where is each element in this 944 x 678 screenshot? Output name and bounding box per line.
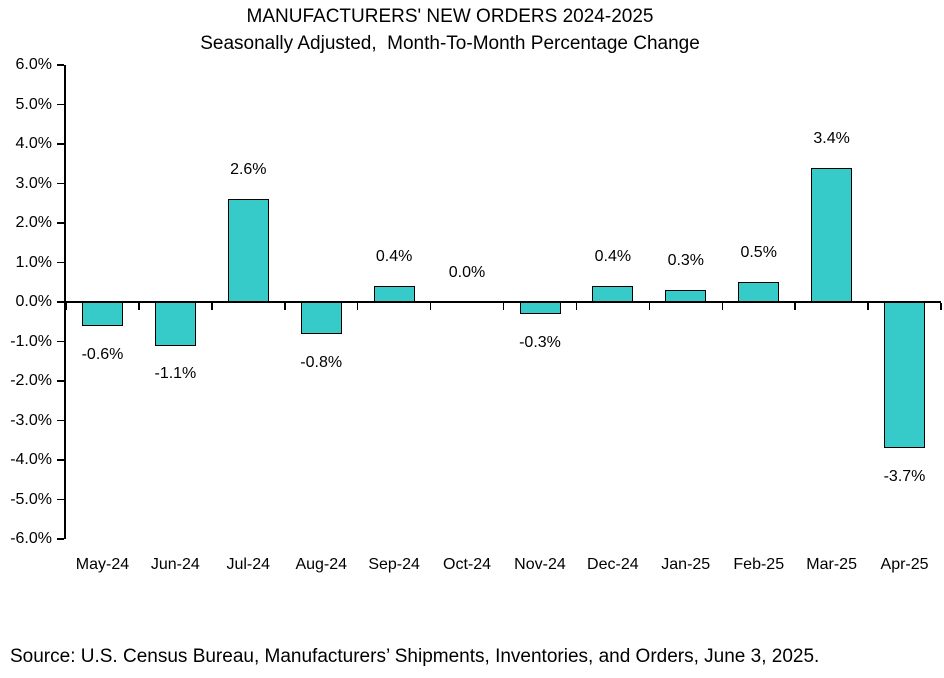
- x-axis-line: [64, 301, 941, 303]
- x-axis-tick: [284, 303, 286, 310]
- bar: [592, 286, 634, 302]
- chart-title: MANUFACTURERS' NEW ORDERS 2024-2025: [246, 6, 654, 27]
- x-axis-category-label: Aug-24: [295, 556, 348, 573]
- y-axis-tick-label: 0.0%: [15, 293, 52, 310]
- x-axis-category-label: Mar-25: [806, 556, 857, 573]
- bar: [373, 286, 415, 302]
- bar-value-label: 0.3%: [667, 252, 705, 270]
- bar: [738, 282, 780, 303]
- bar-value-label: -0.3%: [519, 333, 561, 351]
- y-axis-tick-label: 5.0%: [15, 95, 52, 113]
- y-axis-tick: [57, 459, 64, 461]
- y-axis-tick-label: 1.0%: [15, 253, 52, 271]
- x-axis-category-label: Nov-24: [514, 556, 566, 573]
- x-axis-tick: [138, 303, 140, 310]
- bar: [300, 302, 342, 334]
- y-axis-tick: [57, 538, 64, 540]
- x-axis-tick: [721, 303, 723, 310]
- x-axis-tick: [940, 303, 942, 310]
- y-axis-tick-label: 6.0%: [15, 56, 52, 73]
- bar-value-label: 0.4%: [594, 248, 632, 266]
- bar-value-label: -0.8%: [300, 353, 343, 371]
- y-axis-tick: [57, 222, 64, 224]
- y-axis-tick: [57, 103, 64, 106]
- y-axis-tick: [57, 261, 64, 264]
- x-axis-tick: [648, 303, 651, 310]
- x-axis-category-label: Feb-25: [733, 556, 785, 573]
- y-axis-tick-label: -4.0%: [10, 451, 52, 468]
- y-axis-tick: [57, 143, 64, 145]
- x-axis-tick: [575, 303, 578, 310]
- bar-value-label: -1.1%: [154, 365, 197, 383]
- x-axis-category-label: Jan-25: [661, 556, 711, 573]
- y-axis-tick: [57, 419, 64, 422]
- y-axis-tick: [57, 301, 64, 303]
- y-axis-tick-label: 2.0%: [15, 214, 52, 231]
- y-axis-tick: [57, 182, 64, 185]
- x-axis-tick: [794, 303, 796, 310]
- y-axis-tick: [57, 64, 64, 66]
- x-axis-category-label: Sep-24: [368, 556, 420, 573]
- y-axis-tick-label: -1.0%: [10, 332, 52, 350]
- bar: [154, 302, 196, 346]
- bar: [884, 302, 925, 449]
- bar-value-label: 0.4%: [375, 248, 413, 266]
- bar: [811, 167, 853, 302]
- x-axis-tick: [429, 303, 432, 310]
- y-axis-tick: [57, 498, 64, 501]
- y-axis-tick-label: -6.0%: [10, 530, 52, 547]
- x-axis-tick: [867, 303, 869, 310]
- bar-value-label: 3.4%: [813, 129, 850, 147]
- y-axis-tick-label: 3.0%: [15, 174, 52, 192]
- bar: [227, 199, 269, 302]
- bar-value-label: -3.7%: [883, 468, 926, 486]
- y-axis-tick-label: -5.0%: [10, 490, 52, 508]
- x-axis-tick: [65, 303, 67, 310]
- chart-subtitle: Seasonally Adjusted, Month-To-Month Perc…: [200, 33, 700, 54]
- bar-value-label: 0.5%: [740, 244, 777, 262]
- x-axis-category-label: Jul-24: [226, 556, 271, 573]
- x-axis-category-label: Jun-24: [150, 556, 200, 573]
- x-axis-category-label: Oct-24: [443, 556, 492, 573]
- y-axis-tick-label: -2.0%: [10, 372, 52, 389]
- x-axis-tick: [502, 303, 505, 310]
- x-axis-category-label: May-24: [75, 556, 130, 573]
- x-axis-tick: [211, 303, 213, 310]
- bar: [82, 302, 123, 326]
- bar: [665, 290, 707, 302]
- bar-value-label: -0.6%: [81, 345, 124, 363]
- y-axis-tick-label: 4.0%: [15, 135, 52, 152]
- y-axis-tick-label: -3.0%: [10, 411, 52, 429]
- y-axis-tick: [57, 340, 64, 343]
- chart-header: MANUFACTURERS' NEW ORDERS 2024-2025 Seas…: [0, 3, 900, 57]
- source-note: Source: U.S. Census Bureau, Manufacturer…: [10, 646, 820, 667]
- bar: [519, 302, 561, 314]
- x-axis-category-label: Apr-25: [880, 556, 929, 573]
- x-axis-category-label: Dec-24: [587, 556, 639, 573]
- y-axis-tick: [57, 380, 64, 382]
- bar-value-label: 0.0%: [448, 264, 486, 281]
- x-axis-tick: [356, 303, 359, 310]
- bar-value-label: 2.6%: [230, 161, 267, 179]
